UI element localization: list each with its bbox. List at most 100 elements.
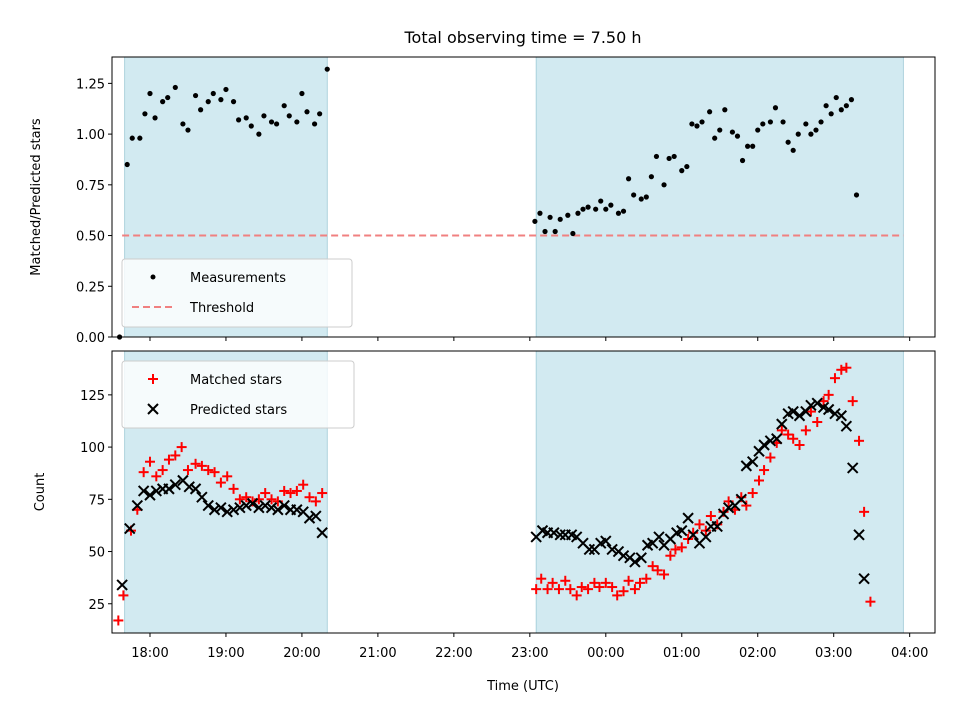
measurement-point <box>198 107 204 113</box>
predicted-point <box>776 418 788 430</box>
top-ytick-label: 0.75 <box>76 179 105 194</box>
measurement-point <box>608 202 614 208</box>
measurement-point <box>532 218 538 224</box>
predicted-point <box>764 435 777 447</box>
matched-point <box>612 590 623 601</box>
bottom-ytick-label: 25 <box>88 598 105 613</box>
measurement-point <box>745 143 751 149</box>
predicted-point <box>196 491 208 503</box>
predicted-point <box>617 550 630 562</box>
matched-point <box>176 442 187 453</box>
matched-point <box>765 452 776 463</box>
matched-point <box>805 406 816 417</box>
predicted-point <box>840 420 853 432</box>
top-ticks: 0.00 0.25 0.50 0.75 1.00 1.25 <box>76 77 911 346</box>
measurement-point <box>679 168 685 174</box>
bottom-ytick-label: 50 <box>88 546 105 561</box>
predicted-point <box>835 410 848 422</box>
matched-point <box>553 584 564 595</box>
matched-point <box>151 471 162 482</box>
bottom-data <box>113 362 876 626</box>
matched-point <box>647 561 658 572</box>
matched-point <box>800 425 811 436</box>
bottom-axes-frame <box>111 350 936 634</box>
measurement-point <box>648 174 654 180</box>
predicted-point <box>858 572 870 585</box>
xtick-label: 18:00 <box>131 646 168 661</box>
measurement-point <box>575 210 581 216</box>
top-ylabel: Matched/Predicted stars <box>29 118 44 276</box>
matched-point <box>170 450 181 461</box>
measurement-point <box>603 206 609 212</box>
predicted-point <box>700 531 712 543</box>
predicted-point <box>227 504 240 516</box>
matched-point <box>607 582 618 593</box>
matched-point <box>676 542 687 553</box>
measurement-point <box>552 228 558 235</box>
matched-point <box>794 440 805 450</box>
measurement-point <box>230 99 237 105</box>
matched-point <box>113 615 124 626</box>
measurement-point <box>274 121 280 127</box>
xtick-label: 21:00 <box>359 646 396 661</box>
bottom-ylabel: Count <box>33 473 48 512</box>
measurement-point <box>689 121 695 127</box>
measurement-point <box>598 198 604 204</box>
predicted-point <box>758 439 770 451</box>
bottom-ytick-label: 75 <box>88 493 105 508</box>
predicted-point <box>116 579 128 591</box>
measurement-point <box>205 99 211 105</box>
xtick-label: 01:00 <box>663 646 700 661</box>
measurement-point <box>620 208 627 214</box>
predicted-point <box>583 543 596 556</box>
predicted-point <box>746 456 759 468</box>
measurement-point <box>585 204 591 210</box>
matched-point <box>665 550 676 561</box>
measurement-point <box>848 97 855 103</box>
top-data <box>116 66 904 340</box>
measurement-point <box>785 139 791 145</box>
top-ytick-label: 0.00 <box>76 331 105 346</box>
measurement-point <box>580 206 586 212</box>
matched-point <box>694 519 705 530</box>
measurement-point <box>694 123 700 129</box>
matched-point <box>659 569 670 580</box>
measurement-point <box>803 121 809 127</box>
matched-point <box>812 417 823 428</box>
predicted-point <box>202 499 214 512</box>
measurement-point <box>142 111 148 117</box>
predicted-point <box>853 529 865 541</box>
measurement-point <box>833 94 839 101</box>
predicted-point <box>606 543 618 556</box>
top-axes-frame <box>111 56 936 338</box>
predicted-point <box>137 485 150 497</box>
predicted-point <box>653 531 665 543</box>
measurement-point <box>643 194 649 200</box>
matched-point <box>285 488 296 499</box>
measurement-point <box>317 111 323 117</box>
matched-point <box>759 465 770 476</box>
predicted-point <box>124 522 136 535</box>
matched-point <box>241 492 252 503</box>
matched-point <box>260 488 271 499</box>
predicted-point <box>635 552 647 564</box>
measurement-point <box>813 127 819 133</box>
measurement-point <box>542 228 548 235</box>
measurement-point <box>165 94 171 101</box>
matched-point <box>788 433 799 444</box>
matched-point <box>317 488 328 499</box>
predicted-point <box>722 501 735 514</box>
matched-point <box>266 494 277 505</box>
matched-point <box>547 577 558 588</box>
predicted-point <box>221 506 233 518</box>
measurement-point <box>653 153 660 160</box>
xtick-label: 02:00 <box>739 646 776 661</box>
bottom-ytick-label: 125 <box>80 389 105 404</box>
predicted-point <box>253 501 265 514</box>
measurement-point <box>299 90 305 97</box>
matched-point <box>190 458 201 469</box>
top-legend: Measurements Threshold <box>121 258 353 328</box>
matched-point <box>594 582 605 593</box>
top-ytick-label: 1.00 <box>76 128 105 143</box>
measurement-point <box>294 119 300 125</box>
